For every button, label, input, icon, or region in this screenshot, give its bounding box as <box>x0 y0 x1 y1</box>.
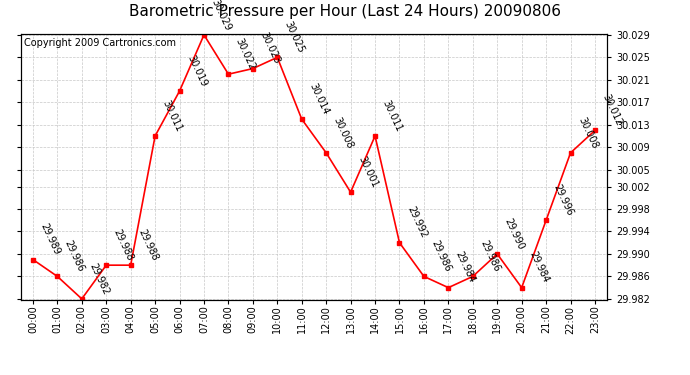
Text: 30.008: 30.008 <box>332 116 355 150</box>
Text: 29.986: 29.986 <box>478 239 502 274</box>
Text: 29.984: 29.984 <box>527 250 551 285</box>
Text: 30.019: 30.019 <box>185 54 208 88</box>
Text: 29.986: 29.986 <box>429 239 453 274</box>
Text: 30.008: 30.008 <box>576 116 600 150</box>
Text: 30.011: 30.011 <box>381 99 404 133</box>
Text: Copyright 2009 Cartronics.com: Copyright 2009 Cartronics.com <box>23 38 176 48</box>
Text: 30.011: 30.011 <box>161 99 184 133</box>
Text: 30.014: 30.014 <box>307 82 331 116</box>
Text: 29.992: 29.992 <box>405 205 428 240</box>
Text: 29.989: 29.989 <box>39 222 62 257</box>
Text: 30.001: 30.001 <box>356 154 380 189</box>
Text: 30.022: 30.022 <box>234 36 257 71</box>
Text: 29.986: 29.986 <box>63 239 86 274</box>
Text: 30.023: 30.023 <box>259 31 282 66</box>
Text: 29.988: 29.988 <box>112 228 135 262</box>
Text: 29.990: 29.990 <box>503 216 526 251</box>
Text: 29.988: 29.988 <box>136 228 159 262</box>
Text: 30.012: 30.012 <box>600 93 624 128</box>
Text: Barometric Pressure per Hour (Last 24 Hours) 20090806: Barometric Pressure per Hour (Last 24 Ho… <box>129 4 561 19</box>
Text: 30.025: 30.025 <box>283 20 306 55</box>
Text: 30.029: 30.029 <box>210 0 233 32</box>
Text: 29.984: 29.984 <box>454 250 477 285</box>
Text: 29.982: 29.982 <box>88 261 110 296</box>
Text: 29.996: 29.996 <box>552 183 575 218</box>
